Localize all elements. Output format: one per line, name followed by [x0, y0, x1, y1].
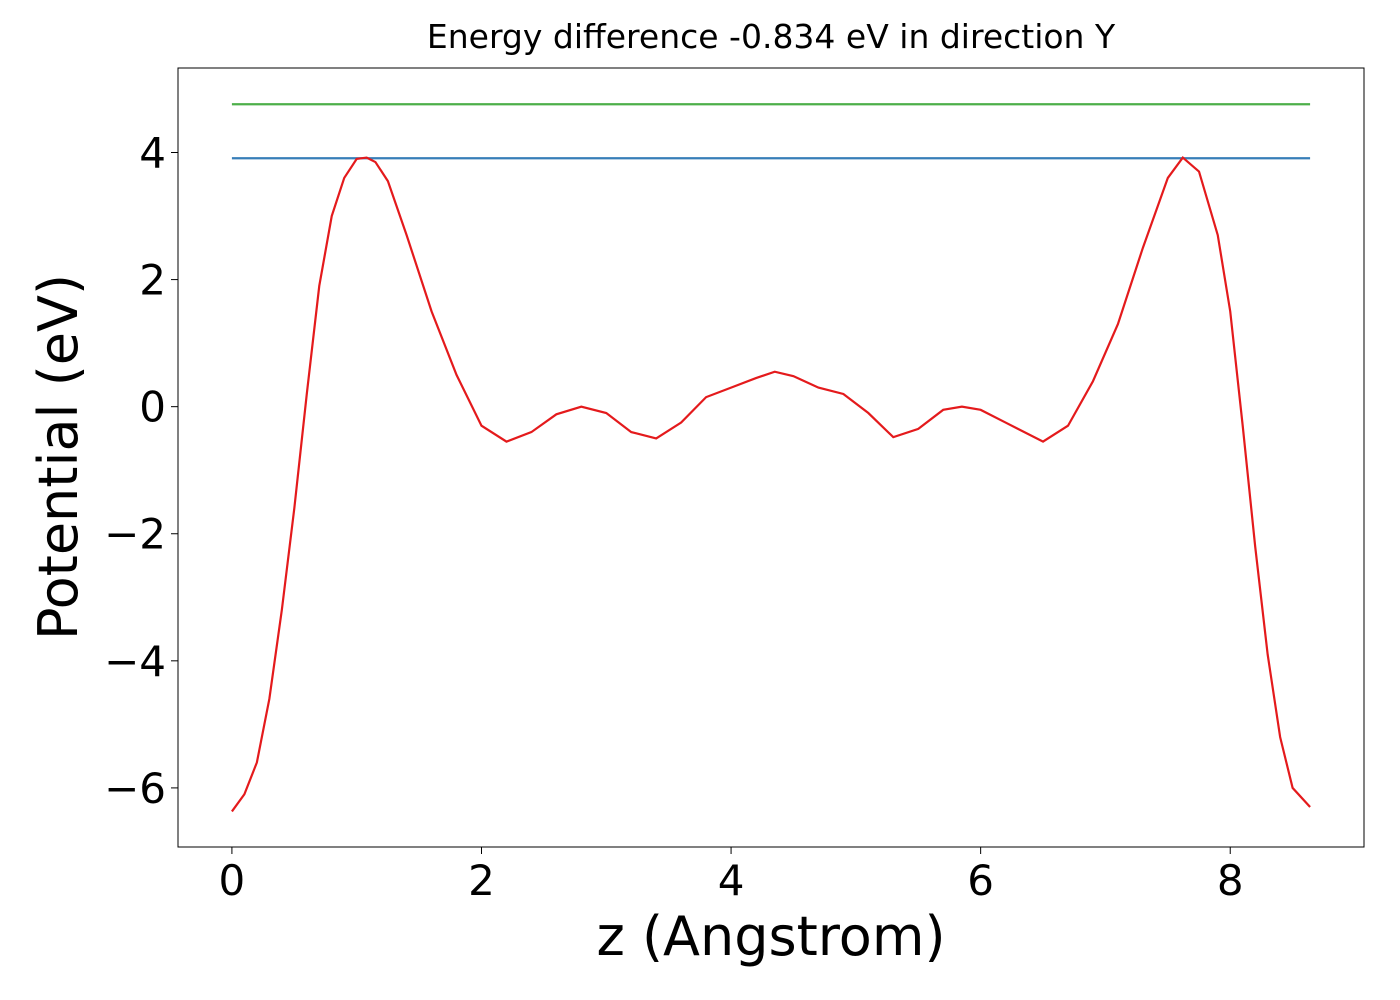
y-tick-label: −2: [104, 510, 166, 559]
y-tick-label: 0: [139, 383, 166, 432]
chart-title: Energy difference -0.834 eV in direction…: [427, 17, 1116, 56]
plot-frame: [177, 67, 1365, 848]
x-tick-label: 6: [967, 856, 994, 905]
line: [231, 155, 1311, 813]
y-tick-label: 4: [139, 129, 166, 178]
x-tick-label: 0: [219, 856, 246, 905]
y-tick-label: −6: [104, 764, 166, 813]
y-tick-label: 2: [139, 256, 166, 305]
x-tick-label: 8: [1217, 856, 1244, 905]
x-tick-label: 2: [468, 856, 495, 905]
x-axis-label: z (Angstrom): [596, 905, 945, 968]
x-tick-label: 4: [718, 856, 745, 905]
y-tick-label: −4: [104, 637, 166, 686]
y-axis-label: Potential (eV): [27, 274, 90, 640]
